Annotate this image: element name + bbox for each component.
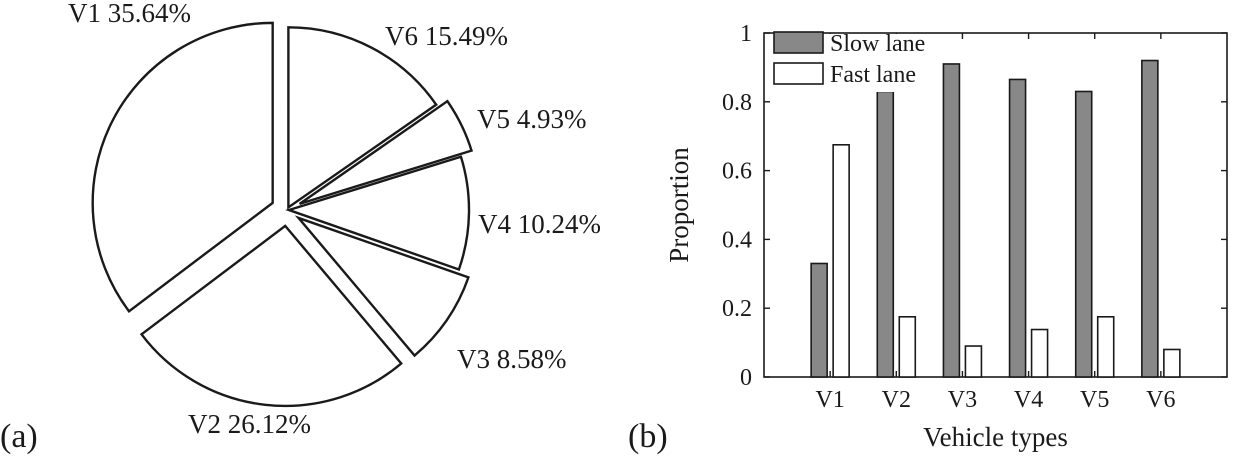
plot-frame	[763, 32, 1228, 378]
bar-chart: 0 0.2 0.4 0.6 0.8 1 V1 V2 V3 V4 V5 V6 Vehicle types P…	[664, 21, 1228, 452]
bar-fast-v4	[1030, 328, 1049, 378]
y-tick-label: 1	[740, 21, 752, 47]
y-tick-label: 0.2	[722, 296, 752, 322]
pie-label-v2: V2 26.12%	[188, 409, 311, 439]
bar-fast-v6	[1163, 348, 1181, 378]
pie-slice-v3	[294, 215, 470, 358]
x-tick-label: V4	[1014, 387, 1043, 413]
legend-label-fast: Fast lane	[830, 62, 916, 88]
x-tick-label: V1	[815, 387, 844, 413]
pie-slice-v4	[285, 155, 471, 272]
pie-label-v1: V1 35.64%	[68, 0, 191, 28]
panel-label-b: (b)	[628, 418, 668, 455]
pie-label-v6: V6 15.49%	[385, 21, 508, 51]
panel-label-a: (a)	[0, 418, 38, 455]
pie-label-v5: V5 4.93%	[477, 104, 587, 134]
x-tick-label: V5	[1080, 387, 1109, 413]
y-tick-label: 0	[740, 365, 752, 391]
x-axis-label: Vehicle types	[923, 422, 1068, 452]
pie-slice-v5	[298, 99, 474, 206]
y-tick-label: 0.6	[722, 159, 752, 185]
x-tick-label: V6	[1146, 387, 1175, 413]
legend-swatch-slow	[773, 31, 824, 54]
bar-fast-v2	[898, 315, 917, 378]
bar-slow-v5	[1074, 90, 1093, 378]
bar-slow-v2	[876, 90, 895, 378]
bar-slow-v6	[1141, 59, 1159, 378]
bar-fast-v1	[832, 144, 850, 378]
pie-chart: V1 35.64% V6 15.49% V5 4.93% V4 10.24% V3 8.…	[68, 0, 601, 439]
y-tick-label: 0.4	[722, 227, 752, 253]
pie-slice-v1	[91, 21, 274, 313]
legend: Slow lane Fast lane	[768, 31, 936, 92]
legend-swatch-fast	[773, 62, 824, 85]
bar-slow-v4	[1008, 78, 1027, 378]
bar-fast-v5	[1096, 315, 1115, 378]
pie-slice-v6	[287, 26, 438, 210]
bar-slow-v1	[810, 262, 828, 378]
bar-slow-v3	[942, 63, 961, 378]
x-tick-label: V3	[948, 387, 977, 413]
pie-slice-v2	[139, 224, 403, 408]
y-tick-label: 0.8	[722, 90, 752, 116]
legend-label-slow: Slow lane	[830, 31, 925, 57]
pie-label-v3: V3 8.58%	[457, 344, 567, 374]
bar-fast-v3	[964, 345, 983, 378]
pie-label-v4: V4 10.24%	[478, 209, 601, 239]
y-axis-label: Proportion	[664, 147, 694, 263]
x-tick-label: V2	[882, 387, 911, 413]
